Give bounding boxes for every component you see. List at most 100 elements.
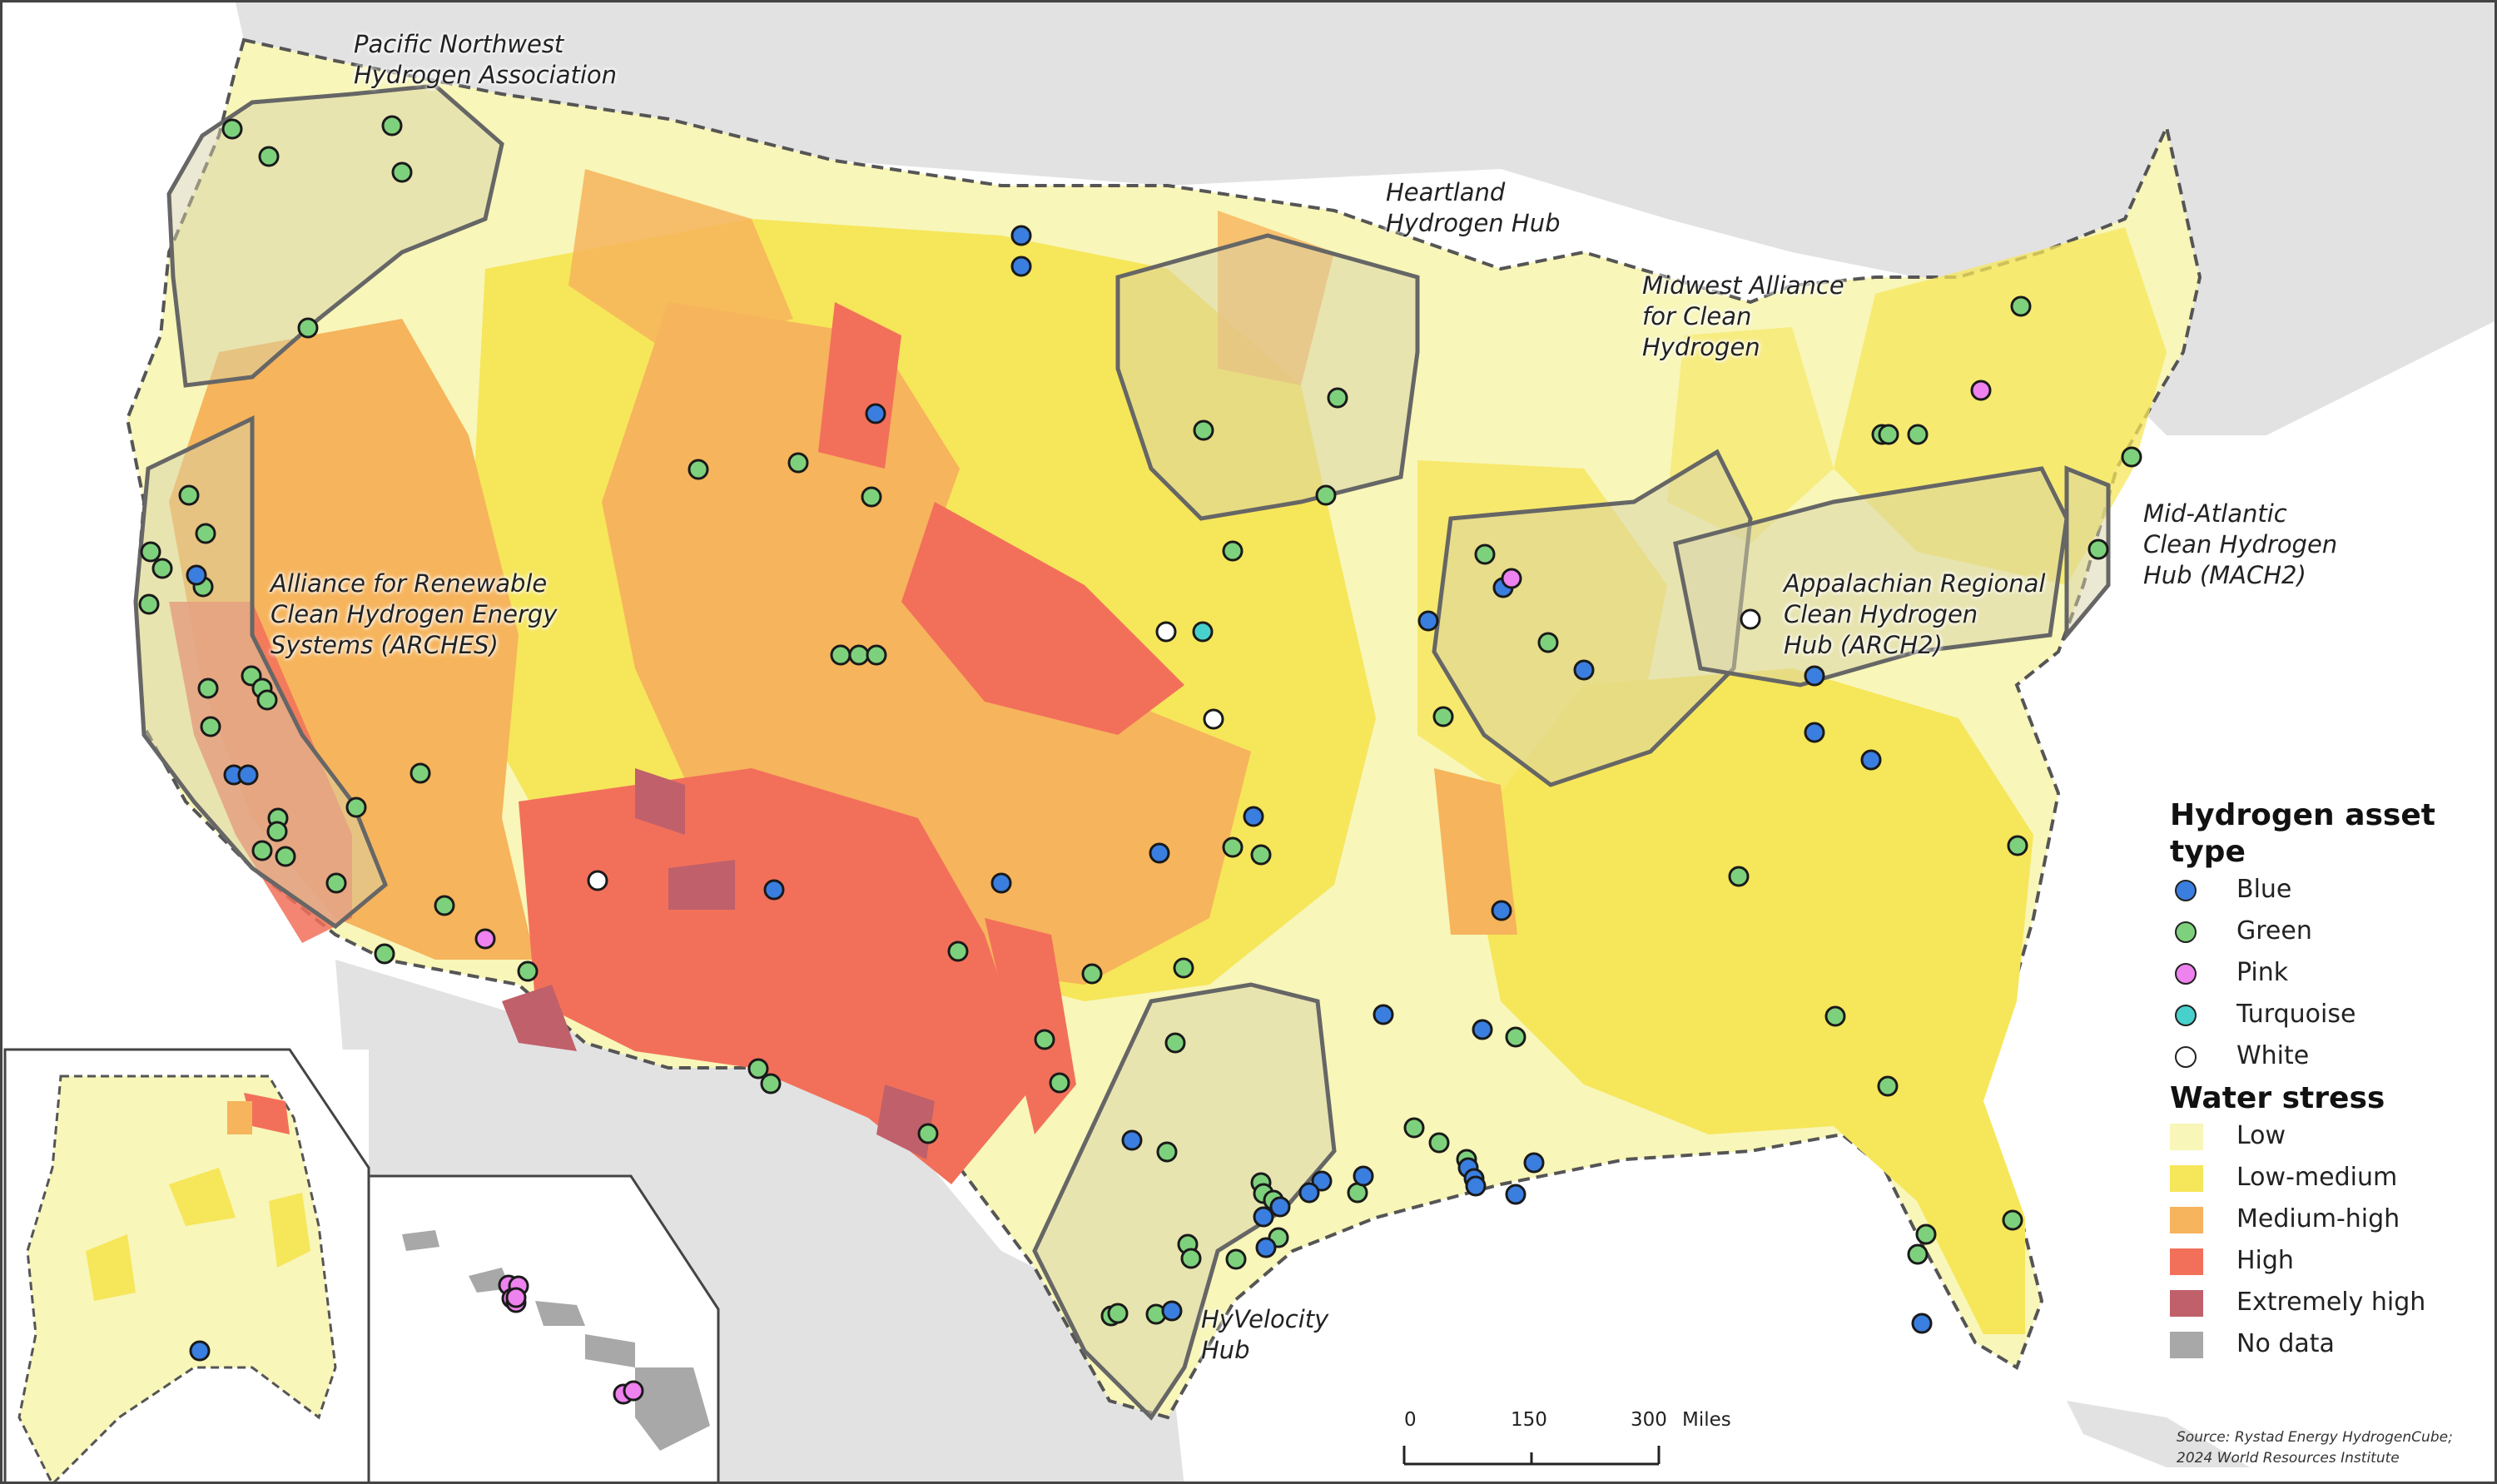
alaska-inset (3, 1048, 370, 1482)
asset-point-blue (1491, 900, 1512, 921)
zone-high-kansas (901, 502, 1184, 735)
asset-point-green (2007, 835, 2028, 856)
asset-point-green (830, 644, 851, 666)
asset-point-blue (1253, 1206, 1274, 1228)
asset-point-green (1250, 844, 1272, 866)
asset-point-green (1907, 1243, 1929, 1265)
legend-label: No data (2236, 1329, 2335, 1358)
asset-point-pink (623, 1380, 644, 1402)
asset-point-pink (1970, 380, 1992, 401)
asset-point-green (1315, 484, 1337, 506)
legend-label: Green (2236, 916, 2312, 945)
asset-point-green (1878, 424, 1899, 445)
asset-point-white (1155, 621, 1177, 643)
legend-swatch (2170, 1290, 2203, 1317)
asset-point-green (381, 115, 403, 136)
legend-item-pink: Pink (2170, 954, 2486, 995)
asset-point-green (1034, 1029, 1055, 1050)
asset-point-turquoise (1192, 621, 1214, 643)
asset-point-blue (1523, 1152, 1545, 1174)
asset-point-green (1173, 957, 1194, 979)
asset-point-green (1505, 1026, 1526, 1048)
asset-point-green (760, 1073, 782, 1094)
asset-point-green (1164, 1032, 1186, 1054)
asset-point-green (2087, 539, 2109, 560)
hub-outline-arch2 (1673, 466, 2069, 687)
asset-point-green (1474, 543, 1496, 565)
asset-point-pink (474, 928, 496, 950)
asset-point-green (1107, 1303, 1129, 1324)
legend-dot-green (2175, 921, 2197, 943)
asset-point-white (1203, 708, 1224, 730)
asset-point-green (1225, 1248, 1247, 1270)
asset-point-green (197, 677, 219, 699)
zone-extreme-sw3 (876, 1084, 935, 1159)
asset-point-green (374, 943, 395, 965)
asset-point-blue (1010, 225, 1032, 246)
asset-point-green (178, 484, 200, 506)
legend-item-blue: Blue (2170, 871, 2486, 912)
asset-point-green (1432, 706, 1454, 727)
asset-point-green (1180, 1248, 1202, 1269)
asset-point-green (1877, 1075, 1899, 1097)
asset-point-green (917, 1123, 939, 1144)
legend-title-water-stress: Water stress (2170, 1081, 2385, 1115)
source-note: Source: Rystad Energy HydrogenCube; 2024… (2177, 1429, 2453, 1467)
legend-item-medium-high: Medium-high (2170, 1200, 2486, 1242)
legend-asset-types: Blue Green Pink Turquoise White (2170, 871, 2486, 1079)
asset-point-blue (1417, 610, 1439, 632)
asset-point-green (221, 118, 243, 140)
asset-point-blue (763, 879, 785, 901)
legend-item-turquoise: Turquoise (2170, 995, 2486, 1037)
legend-label: Turquoise (2236, 1000, 2356, 1029)
legend-swatch (2170, 1332, 2203, 1358)
asset-point-green (866, 644, 887, 666)
asset-point-blue (1010, 256, 1032, 277)
zone-medhigh-montana (568, 169, 793, 352)
zone-extreme-sw1 (635, 768, 685, 835)
asset-point-green (140, 541, 161, 563)
asset-point-green (151, 558, 173, 579)
asset-point-blue (1311, 1170, 1333, 1192)
asset-point-blue (186, 564, 207, 586)
asset-point-blue (1149, 842, 1170, 864)
asset-point-green (688, 459, 709, 480)
asset-point-green (251, 840, 273, 861)
asset-point-green (1156, 1141, 1178, 1163)
asset-point-blue (1472, 1019, 1493, 1040)
legend-item-low-medium: Low-medium (2170, 1159, 2486, 1200)
hub-label-hyvelocity: HyVelocity Hub (1201, 1305, 1329, 1364)
asset-point-blue (189, 1340, 211, 1362)
asset-point-pink (505, 1287, 527, 1308)
asset-point-green (1081, 963, 1103, 985)
asset-point-green (297, 317, 319, 339)
asset-point-green (848, 644, 870, 666)
asset-point-green (256, 689, 278, 711)
asset-point-blue (1804, 722, 1825, 743)
hub-label-pnwh2: Pacific Northwest Hydrogen Association (354, 30, 618, 89)
legend-item-green: Green (2170, 912, 2486, 954)
legend-label: Blue (2236, 875, 2292, 904)
hub-outline-midwest (1432, 449, 1753, 787)
asset-point-green (1907, 424, 1929, 445)
zone-high-southwest (519, 768, 1035, 1184)
asset-point-green (747, 1058, 769, 1079)
asset-point-blue (1465, 1175, 1487, 1197)
asset-point-blue (865, 403, 886, 424)
scale-label-150: 150 (1511, 1409, 1547, 1431)
legend-label: White (2236, 1041, 2310, 1070)
legend-label: Medium-high (2236, 1204, 2400, 1233)
legend-dot-white (2175, 1046, 2197, 1068)
zone-high-colorado (818, 302, 901, 469)
hub-outline-mach2 (2064, 465, 2111, 641)
asset-point-green (434, 895, 455, 916)
asset-point-green (2010, 295, 2032, 317)
asset-point-green (1193, 419, 1214, 441)
hub-label-arches: Alliance for Renewable Clean Hydrogen En… (271, 569, 558, 659)
asset-point-green (1049, 1072, 1070, 1094)
legend-label: Low-medium (2236, 1163, 2398, 1192)
asset-point-blue (1573, 659, 1595, 681)
cuba-landmass (2067, 1401, 2250, 1467)
legend-water-stress: Low Low-medium Medium-high High Extremely hi… (2170, 1117, 2486, 1367)
